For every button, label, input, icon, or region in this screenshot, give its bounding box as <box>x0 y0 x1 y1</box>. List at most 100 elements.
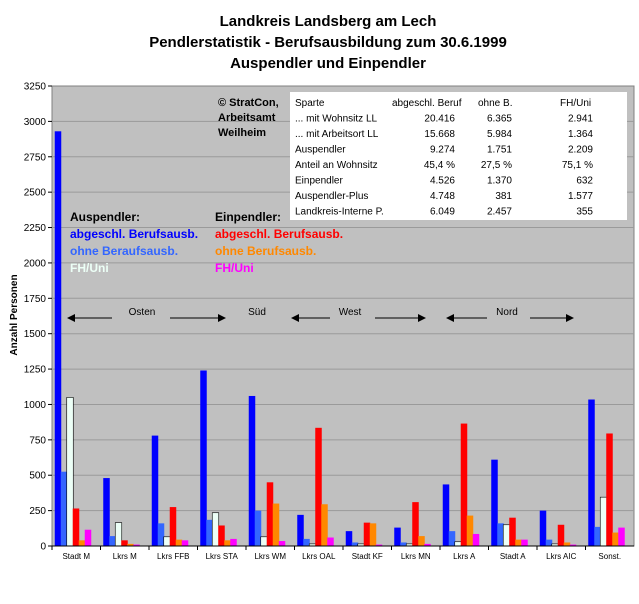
bar-auspendler-1 <box>400 542 407 546</box>
table-cell: ... mit Wohnsitz LL <box>295 114 378 125</box>
y-tick-label: 1250 <box>24 365 47 376</box>
x-tick-label: Stadt KF <box>352 552 383 561</box>
legend-entry: abgeschl. Berufsausb. <box>70 227 198 241</box>
bar-auspendler-2 <box>260 536 268 547</box>
bar-auspendler-0 <box>491 459 498 546</box>
bar-auspendler-0 <box>248 395 256 546</box>
table-header-cell: abgeschl. Beruf <box>392 98 462 109</box>
legend-title-auspendler: Auspendler: <box>70 210 140 224</box>
bar-einpendler-3 <box>266 482 274 546</box>
table-header-cell: FH/Uni <box>560 98 591 109</box>
table-cell: 4.748 <box>430 191 455 202</box>
y-tick-label: 1500 <box>24 329 47 340</box>
table-header-cell: Sparte <box>295 98 325 109</box>
table-cell: 2.209 <box>568 145 593 156</box>
bar-einpendler-3 <box>315 427 322 546</box>
bar-einpendler-3 <box>557 524 565 546</box>
table-cell: 1.751 <box>487 145 512 156</box>
bar-einpendler-5 <box>133 544 140 546</box>
bar-einpendler-3 <box>412 502 419 546</box>
table-cell: 45,4 % <box>424 160 455 171</box>
table-cell: 6.049 <box>430 207 455 218</box>
y-tick-label: 1750 <box>24 294 47 305</box>
bar-auspendler-1 <box>254 510 262 546</box>
bar-einpendler-4 <box>272 503 280 546</box>
table-cell: 9.274 <box>430 145 455 156</box>
bar-einpendler-4 <box>127 543 134 546</box>
table-cell: 6.365 <box>487 114 512 125</box>
y-tick-label: 2250 <box>24 223 47 234</box>
bar-einpendler-5 <box>569 544 577 546</box>
bar-auspendler-2 <box>66 397 74 547</box>
bar-auspendler-0 <box>103 478 110 546</box>
region-label: Süd <box>248 307 266 318</box>
bar-auspendler-1 <box>157 523 165 546</box>
bar-einpendler-5 <box>327 537 334 546</box>
bar-einpendler-5 <box>181 540 189 546</box>
bar-einpendler-4 <box>224 540 231 546</box>
legend-title-einpendler: Einpendler: <box>215 210 281 224</box>
bar-einpendler-4 <box>466 515 474 546</box>
x-tick-label: Lkrs M <box>113 552 137 561</box>
region-label: Osten <box>129 307 156 318</box>
bar-auspendler-2 <box>163 536 171 547</box>
bars <box>54 131 625 547</box>
copyright-line: © StratCon, <box>218 97 279 109</box>
bar-auspendler-0 <box>151 435 159 546</box>
bar-einpendler-3 <box>72 508 80 546</box>
bar-einpendler-4 <box>78 540 86 546</box>
bar-auspendler-0 <box>588 399 595 546</box>
x-tick-label: Lkrs OAL <box>302 552 336 561</box>
bar-einpendler-4 <box>563 542 571 546</box>
y-axis-label: Anzahl Personen <box>9 274 20 355</box>
bar-einpendler-5 <box>278 541 286 546</box>
table-cell: 20.416 <box>424 114 455 125</box>
y-tick-label: 3000 <box>24 117 47 128</box>
table-cell: Einpendler <box>295 176 343 187</box>
bar-einpendler-4 <box>321 504 328 546</box>
y-tick-label: 250 <box>29 506 46 517</box>
bar-auspendler-1 <box>351 542 359 546</box>
table-header-cell: ohne B. <box>478 98 512 109</box>
bar-auspendler-1 <box>109 536 116 546</box>
x-tick-label: Lkrs MN <box>401 552 431 561</box>
y-tick-label: 0 <box>40 542 46 553</box>
bar-auspendler-2 <box>114 522 123 547</box>
legend-entry: FH/Uni <box>215 261 254 275</box>
table-cell: 632 <box>576 176 593 187</box>
copyright-line: Arbeitsamt <box>218 112 276 124</box>
bar-einpendler-3 <box>363 522 371 546</box>
chart-title-line-3: Auspendler und Einpendler <box>230 55 426 72</box>
table-cell: Landkreis-Interne P. <box>295 207 384 218</box>
table-cell: 2.457 <box>487 207 512 218</box>
bar-auspendler-2 <box>502 524 511 547</box>
bar-auspendler-1 <box>60 471 68 546</box>
bar-einpendler-4 <box>418 536 425 546</box>
bar-auspendler-2 <box>599 496 608 547</box>
x-tick-label: Stadt M <box>62 552 90 561</box>
legend-entry: FH/Uni <box>70 261 109 275</box>
chart-title-line-2: Pendlerstatistik - Berufsausbildung zum … <box>149 34 507 51</box>
bar-einpendler-3 <box>121 540 128 546</box>
chart-titles: Landkreis Landsberg am Lech Pendlerstati… <box>149 13 507 72</box>
bar-auspendler-1 <box>497 523 504 546</box>
bar-einpendler-4 <box>612 532 619 546</box>
bar-auspendler-1 <box>594 526 601 546</box>
x-tick-label: Lkrs AIC <box>546 552 576 561</box>
bar-auspendler-0 <box>200 370 207 546</box>
y-tick-label: 3250 <box>24 82 47 93</box>
bar-auspendler-1 <box>303 538 310 546</box>
bar-auspendler-1 <box>448 531 456 546</box>
table-cell: 75,1 % <box>562 160 593 171</box>
bar-einpendler-5 <box>84 529 92 546</box>
bar-auspendler-2 <box>454 541 462 547</box>
bar-auspendler-0 <box>297 514 304 546</box>
bar-auspendler-2 <box>211 512 220 547</box>
table-cell: Anteil an Wohnsitz <box>295 160 378 171</box>
y-tick-label: 750 <box>29 435 46 446</box>
x-axis-labels: Stadt M Lkrs M Lkrs FFB Lkrs STA Lkrs WM Lkrs… <box>51 546 621 561</box>
bar-einpendler-5 <box>230 538 237 546</box>
copyright-note: © StratCon, Arbeitsamt Weilheim <box>218 97 279 139</box>
bar-einpendler-5 <box>472 533 480 546</box>
